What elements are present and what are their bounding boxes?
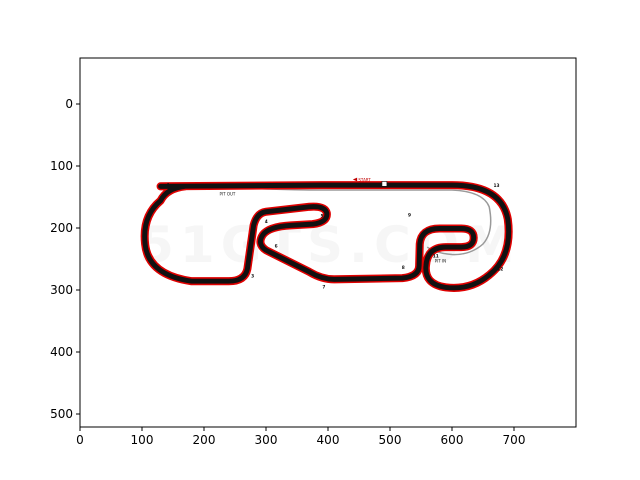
- turn-label: 5: [321, 213, 324, 219]
- y-axis: 0 100 200 300 400 500: [50, 97, 80, 421]
- axes-frame: [79, 57, 577, 428]
- y-tick-label: 500: [50, 407, 73, 421]
- x-tick-label: 100: [131, 433, 154, 447]
- y-tick-label: 200: [50, 221, 73, 235]
- pit-in-label: PIT IN: [435, 259, 447, 264]
- turn-label: 7: [322, 285, 325, 291]
- x-tick-label: 200: [193, 433, 216, 447]
- turn-label: 13: [494, 183, 500, 189]
- turn-label: 12: [497, 267, 503, 273]
- turn-label: 6: [275, 244, 278, 250]
- x-tick-label: 500: [379, 433, 402, 447]
- x-tick-label: 0: [76, 433, 84, 447]
- turn-label: 10: [464, 227, 470, 233]
- pit-out-label: PIT OUT: [220, 192, 236, 197]
- circuit-map: START PIT OUT PIT IN 1 2 3 4 5 6 7 8 9 1…: [140, 177, 513, 292]
- turn-label: 2: [153, 263, 156, 269]
- pit-lane: [176, 185, 492, 256]
- y-tick-label: 400: [50, 345, 73, 359]
- turn-label: 8: [402, 265, 405, 271]
- turn-label: 4: [265, 219, 268, 225]
- turn-label: 9: [408, 213, 411, 219]
- turn-label: 1: [167, 182, 170, 188]
- track-surface: [142, 182, 512, 291]
- x-axis: 0 100 200 300 400 500 600 700: [76, 427, 525, 447]
- turn-label: 11: [433, 254, 439, 260]
- y-tick-label: 100: [50, 159, 73, 173]
- x-tick-label: 400: [317, 433, 340, 447]
- y-tick-label: 300: [50, 283, 73, 297]
- turn-label: 3: [251, 273, 254, 279]
- start-label: START: [358, 177, 371, 182]
- x-tick-label: 300: [255, 433, 278, 447]
- x-tick-label: 700: [503, 433, 526, 447]
- start-arrow-icon: [352, 177, 358, 182]
- x-tick-label: 600: [441, 433, 464, 447]
- start-finish-flag-icon: [381, 181, 388, 187]
- y-tick-label: 0: [65, 97, 73, 111]
